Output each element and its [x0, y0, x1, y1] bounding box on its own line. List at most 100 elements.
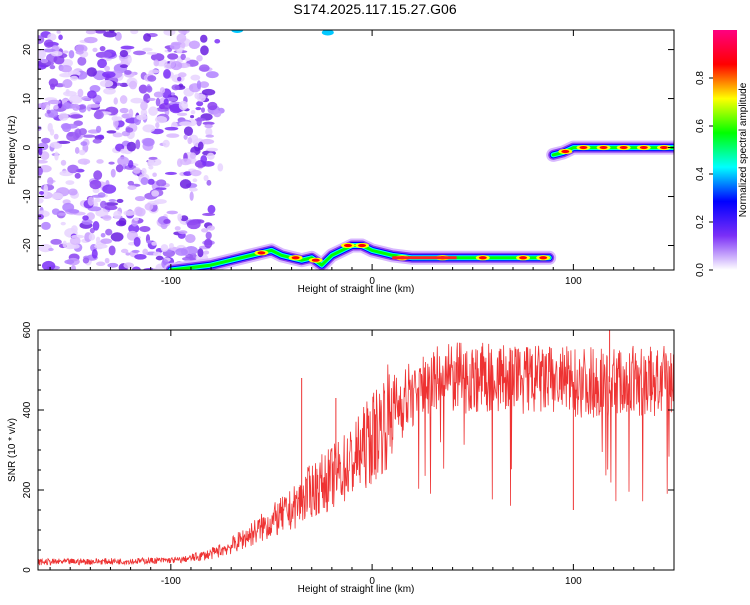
noise-blob [213, 109, 222, 118]
noise-blob [75, 49, 84, 55]
noise-blob [143, 93, 151, 104]
noise-blob [53, 55, 65, 65]
noise-blob [200, 45, 209, 56]
noise-blob [155, 255, 164, 261]
noise-blob [62, 50, 69, 54]
noise-blob [178, 100, 189, 111]
noise-blob [141, 167, 147, 175]
noise-blob [62, 202, 75, 212]
noise-blob [120, 148, 127, 154]
noise-blob [147, 97, 156, 101]
noise-blob [199, 81, 210, 89]
noise-blob [110, 232, 124, 242]
noise-blob [175, 248, 188, 256]
track-hotspot [579, 145, 588, 150]
noise-blob [104, 205, 118, 211]
noise-blob [94, 30, 106, 34]
noise-blob [97, 58, 107, 69]
noise-blob [42, 188, 48, 198]
noise-blob [231, 30, 244, 33]
chart-title: S174.2025.117.15.27.G06 [293, 1, 456, 17]
noise-blob [119, 64, 128, 69]
noise-blob [94, 243, 108, 249]
noise-blob [195, 106, 202, 111]
noise-blob [180, 41, 186, 49]
noise-blob [168, 242, 174, 249]
noise-blob [115, 220, 127, 227]
spectrogram-y-label: Frequency (Hz) [7, 116, 18, 185]
noise-blob [190, 74, 201, 81]
noise-blob [112, 119, 119, 128]
noise-blob [205, 134, 214, 138]
noise-blob [146, 240, 152, 244]
track-hotspot [659, 145, 668, 150]
noise-blob [103, 31, 117, 38]
noise-blob [146, 51, 158, 55]
noise-blob [198, 64, 210, 72]
noise-blob [140, 108, 148, 117]
noise-blob [188, 40, 200, 50]
noise-blob [99, 200, 107, 209]
noise-blob [59, 65, 73, 73]
noise-blob [45, 62, 55, 66]
x-tick-label: 100 [565, 276, 582, 287]
noise-blob [94, 197, 102, 203]
noise-blob [151, 190, 160, 197]
noise-blob [142, 138, 155, 147]
noise-blob [200, 107, 205, 113]
noise-blob [99, 79, 114, 88]
noise-blob [113, 97, 118, 105]
noise-blob [189, 152, 197, 159]
noise-blob [143, 33, 152, 42]
noise-blob [112, 132, 123, 138]
noise-blob [68, 188, 78, 196]
track-hotspot [358, 243, 367, 248]
y-tick-label: 600 [22, 321, 33, 338]
noise-blob [163, 30, 176, 36]
snr-panel: -100 0 100 0 200 400 600 Height of straight l… [7, 321, 675, 595]
noise-blob [69, 243, 80, 249]
colorbar-tick-label: 0.6 [695, 119, 706, 133]
colorbar-gradient [713, 30, 737, 270]
noise-blob [148, 106, 158, 116]
noise-blob [72, 103, 80, 111]
snr-x-ticks: -100 0 100 [49, 330, 675, 587]
noise-blob [201, 228, 209, 233]
noise-blob [128, 108, 134, 118]
noise-blob [133, 50, 146, 56]
y-tick-label: -10 [22, 189, 33, 204]
noise-blob [166, 210, 178, 215]
noise-blob [124, 69, 132, 75]
noise-blob [214, 38, 221, 44]
noise-blob [127, 159, 134, 169]
noise-blob [202, 160, 215, 167]
noise-blob [87, 196, 95, 206]
noise-blob [150, 53, 165, 62]
noise-blob [82, 134, 96, 138]
noise-blob [127, 55, 132, 64]
noise-blob [164, 126, 179, 131]
x-tick-label: 0 [369, 276, 375, 287]
track-hotspot [257, 251, 266, 255]
colorbar-tick-label: 0.8 [695, 71, 706, 85]
noise-blob [200, 155, 208, 164]
noise-blob [140, 101, 148, 111]
spectrogram-y-ticks: -20 -10 0 10 20 [22, 29, 674, 266]
noise-blob [192, 178, 198, 183]
noise-blob [106, 130, 117, 134]
noise-blob [91, 249, 98, 259]
noise-blob [140, 177, 149, 186]
noise-blob [53, 104, 59, 110]
noise-blob [142, 47, 153, 52]
x-tick-label: 0 [369, 576, 375, 587]
noise-blob [46, 109, 51, 114]
noise-blob [113, 210, 122, 219]
colorbar-tick-label: 0.4 [695, 167, 706, 181]
noise-blob [176, 112, 188, 117]
noise-blob [53, 133, 59, 140]
noise-blob [162, 139, 170, 148]
noise-blob [110, 168, 116, 178]
noise-blob [49, 128, 55, 136]
noise-blob [63, 102, 71, 110]
noise-blob [93, 110, 104, 120]
